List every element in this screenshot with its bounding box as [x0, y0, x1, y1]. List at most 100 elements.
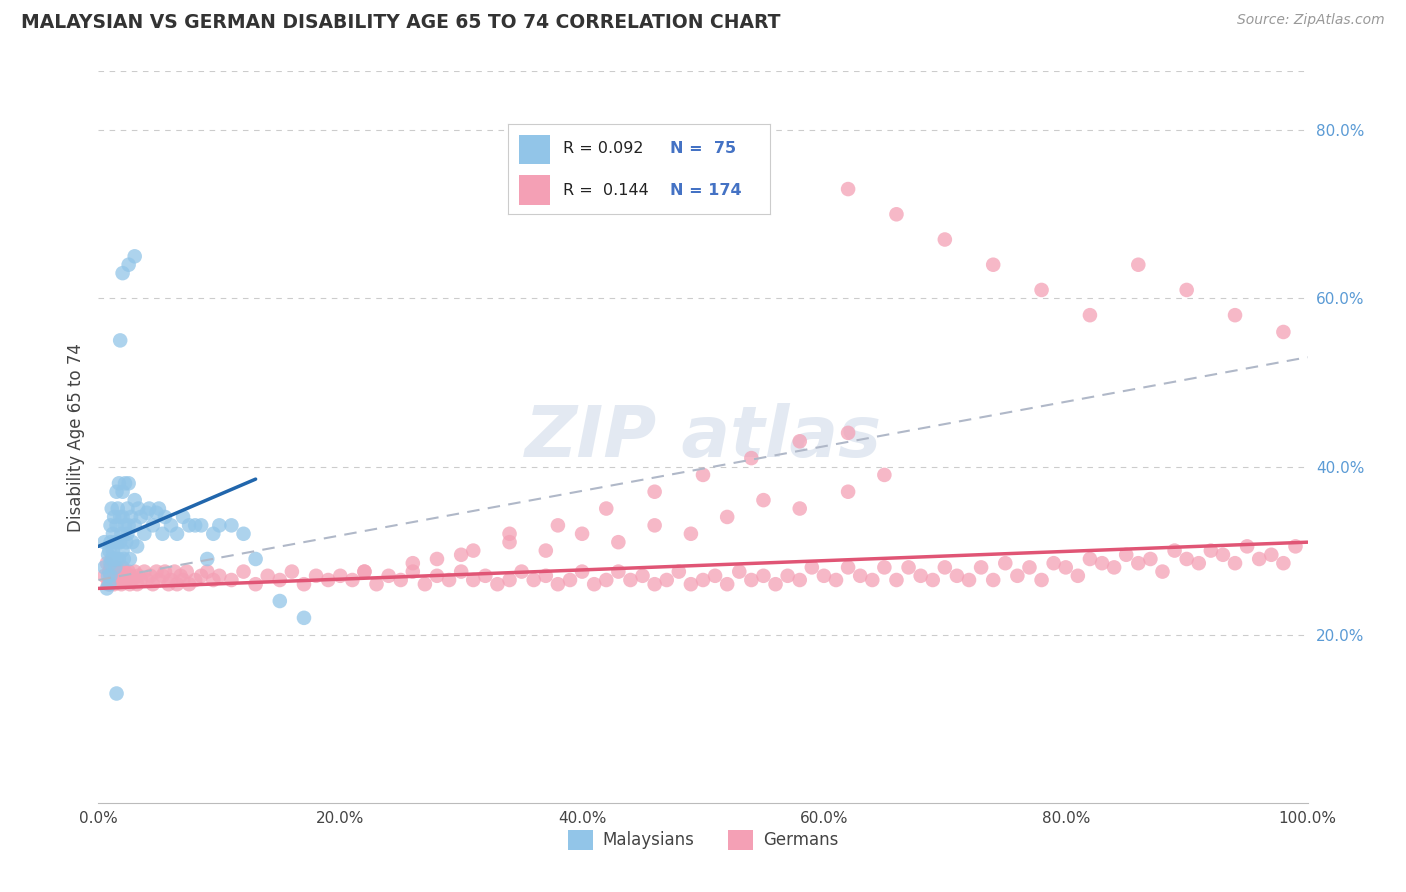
- Point: [292, 577, 315, 591]
- Point: [1163, 543, 1185, 558]
- Point: [108, 334, 131, 348]
- Point: [117, 501, 139, 516]
- Point: [740, 573, 762, 587]
- Point: [1031, 283, 1053, 297]
- Point: [93, 569, 115, 583]
- Point: [190, 569, 212, 583]
- Point: [910, 569, 932, 583]
- Point: [117, 526, 139, 541]
- Point: [558, 573, 581, 587]
- Point: [463, 543, 485, 558]
- Point: [1223, 308, 1246, 322]
- Point: [195, 552, 218, 566]
- Point: [134, 565, 156, 579]
- Point: [679, 526, 702, 541]
- Point: [202, 526, 225, 541]
- Point: [111, 484, 134, 499]
- Point: [450, 548, 472, 562]
- Point: [752, 569, 775, 583]
- Point: [157, 577, 180, 591]
- Point: [994, 556, 1017, 570]
- Point: [1091, 556, 1114, 570]
- Point: [221, 518, 243, 533]
- Point: [135, 506, 157, 520]
- Point: [886, 207, 908, 221]
- Point: [1284, 540, 1306, 554]
- Point: [957, 573, 980, 587]
- Point: [110, 577, 132, 591]
- Point: [142, 518, 165, 533]
- Point: [124, 493, 146, 508]
- Point: [1031, 573, 1053, 587]
- Point: [837, 425, 859, 440]
- Point: [873, 467, 896, 482]
- Point: [498, 535, 520, 549]
- Point: [160, 573, 183, 587]
- Point: [547, 518, 569, 533]
- Point: [107, 535, 129, 549]
- Point: [860, 573, 883, 587]
- Point: [184, 518, 207, 533]
- Point: [104, 569, 127, 583]
- Point: [498, 526, 520, 541]
- Point: [111, 560, 134, 574]
- Point: [1152, 565, 1174, 579]
- Point: [153, 510, 176, 524]
- Point: [692, 573, 714, 587]
- Point: [692, 467, 714, 482]
- Point: [1078, 552, 1101, 566]
- Point: [190, 518, 212, 533]
- Point: [402, 556, 425, 570]
- Point: [450, 565, 472, 579]
- Point: [305, 569, 328, 583]
- Point: [108, 565, 131, 579]
- Point: [426, 552, 449, 566]
- Point: [108, 552, 131, 566]
- Point: [176, 565, 198, 579]
- Point: [166, 577, 188, 591]
- Point: [172, 510, 194, 524]
- Point: [127, 577, 149, 591]
- Point: [873, 560, 896, 574]
- Point: [169, 569, 191, 583]
- Point: [97, 577, 120, 591]
- Point: [129, 510, 152, 524]
- Text: N = 174: N = 174: [671, 183, 742, 198]
- Point: [644, 518, 666, 533]
- Point: [202, 573, 225, 587]
- Point: [105, 518, 128, 533]
- Point: [100, 552, 122, 566]
- Point: [437, 573, 460, 587]
- Point: [329, 569, 352, 583]
- Point: [1054, 560, 1077, 574]
- Point: [595, 501, 617, 516]
- Point: [413, 577, 436, 591]
- Point: [1199, 543, 1222, 558]
- Point: [1175, 552, 1198, 566]
- Y-axis label: Disability Age 65 to 74: Disability Age 65 to 74: [66, 343, 84, 532]
- Point: [1042, 556, 1064, 570]
- Point: [100, 573, 122, 587]
- Point: [103, 577, 125, 591]
- Point: [232, 526, 254, 541]
- Point: [644, 484, 666, 499]
- Point: [114, 476, 136, 491]
- Point: [486, 577, 509, 591]
- Point: [571, 565, 593, 579]
- Point: [112, 552, 135, 566]
- Point: [474, 569, 496, 583]
- Point: [172, 573, 194, 587]
- Point: [111, 543, 134, 558]
- Point: [1067, 569, 1090, 583]
- Point: [124, 518, 146, 533]
- Point: [118, 552, 141, 566]
- Point: [316, 573, 339, 587]
- Point: [402, 565, 425, 579]
- Point: [100, 535, 122, 549]
- Point: [789, 501, 811, 516]
- Point: [105, 686, 128, 700]
- Point: [498, 573, 520, 587]
- Point: [98, 577, 121, 591]
- Point: [668, 565, 690, 579]
- Point: [142, 577, 165, 591]
